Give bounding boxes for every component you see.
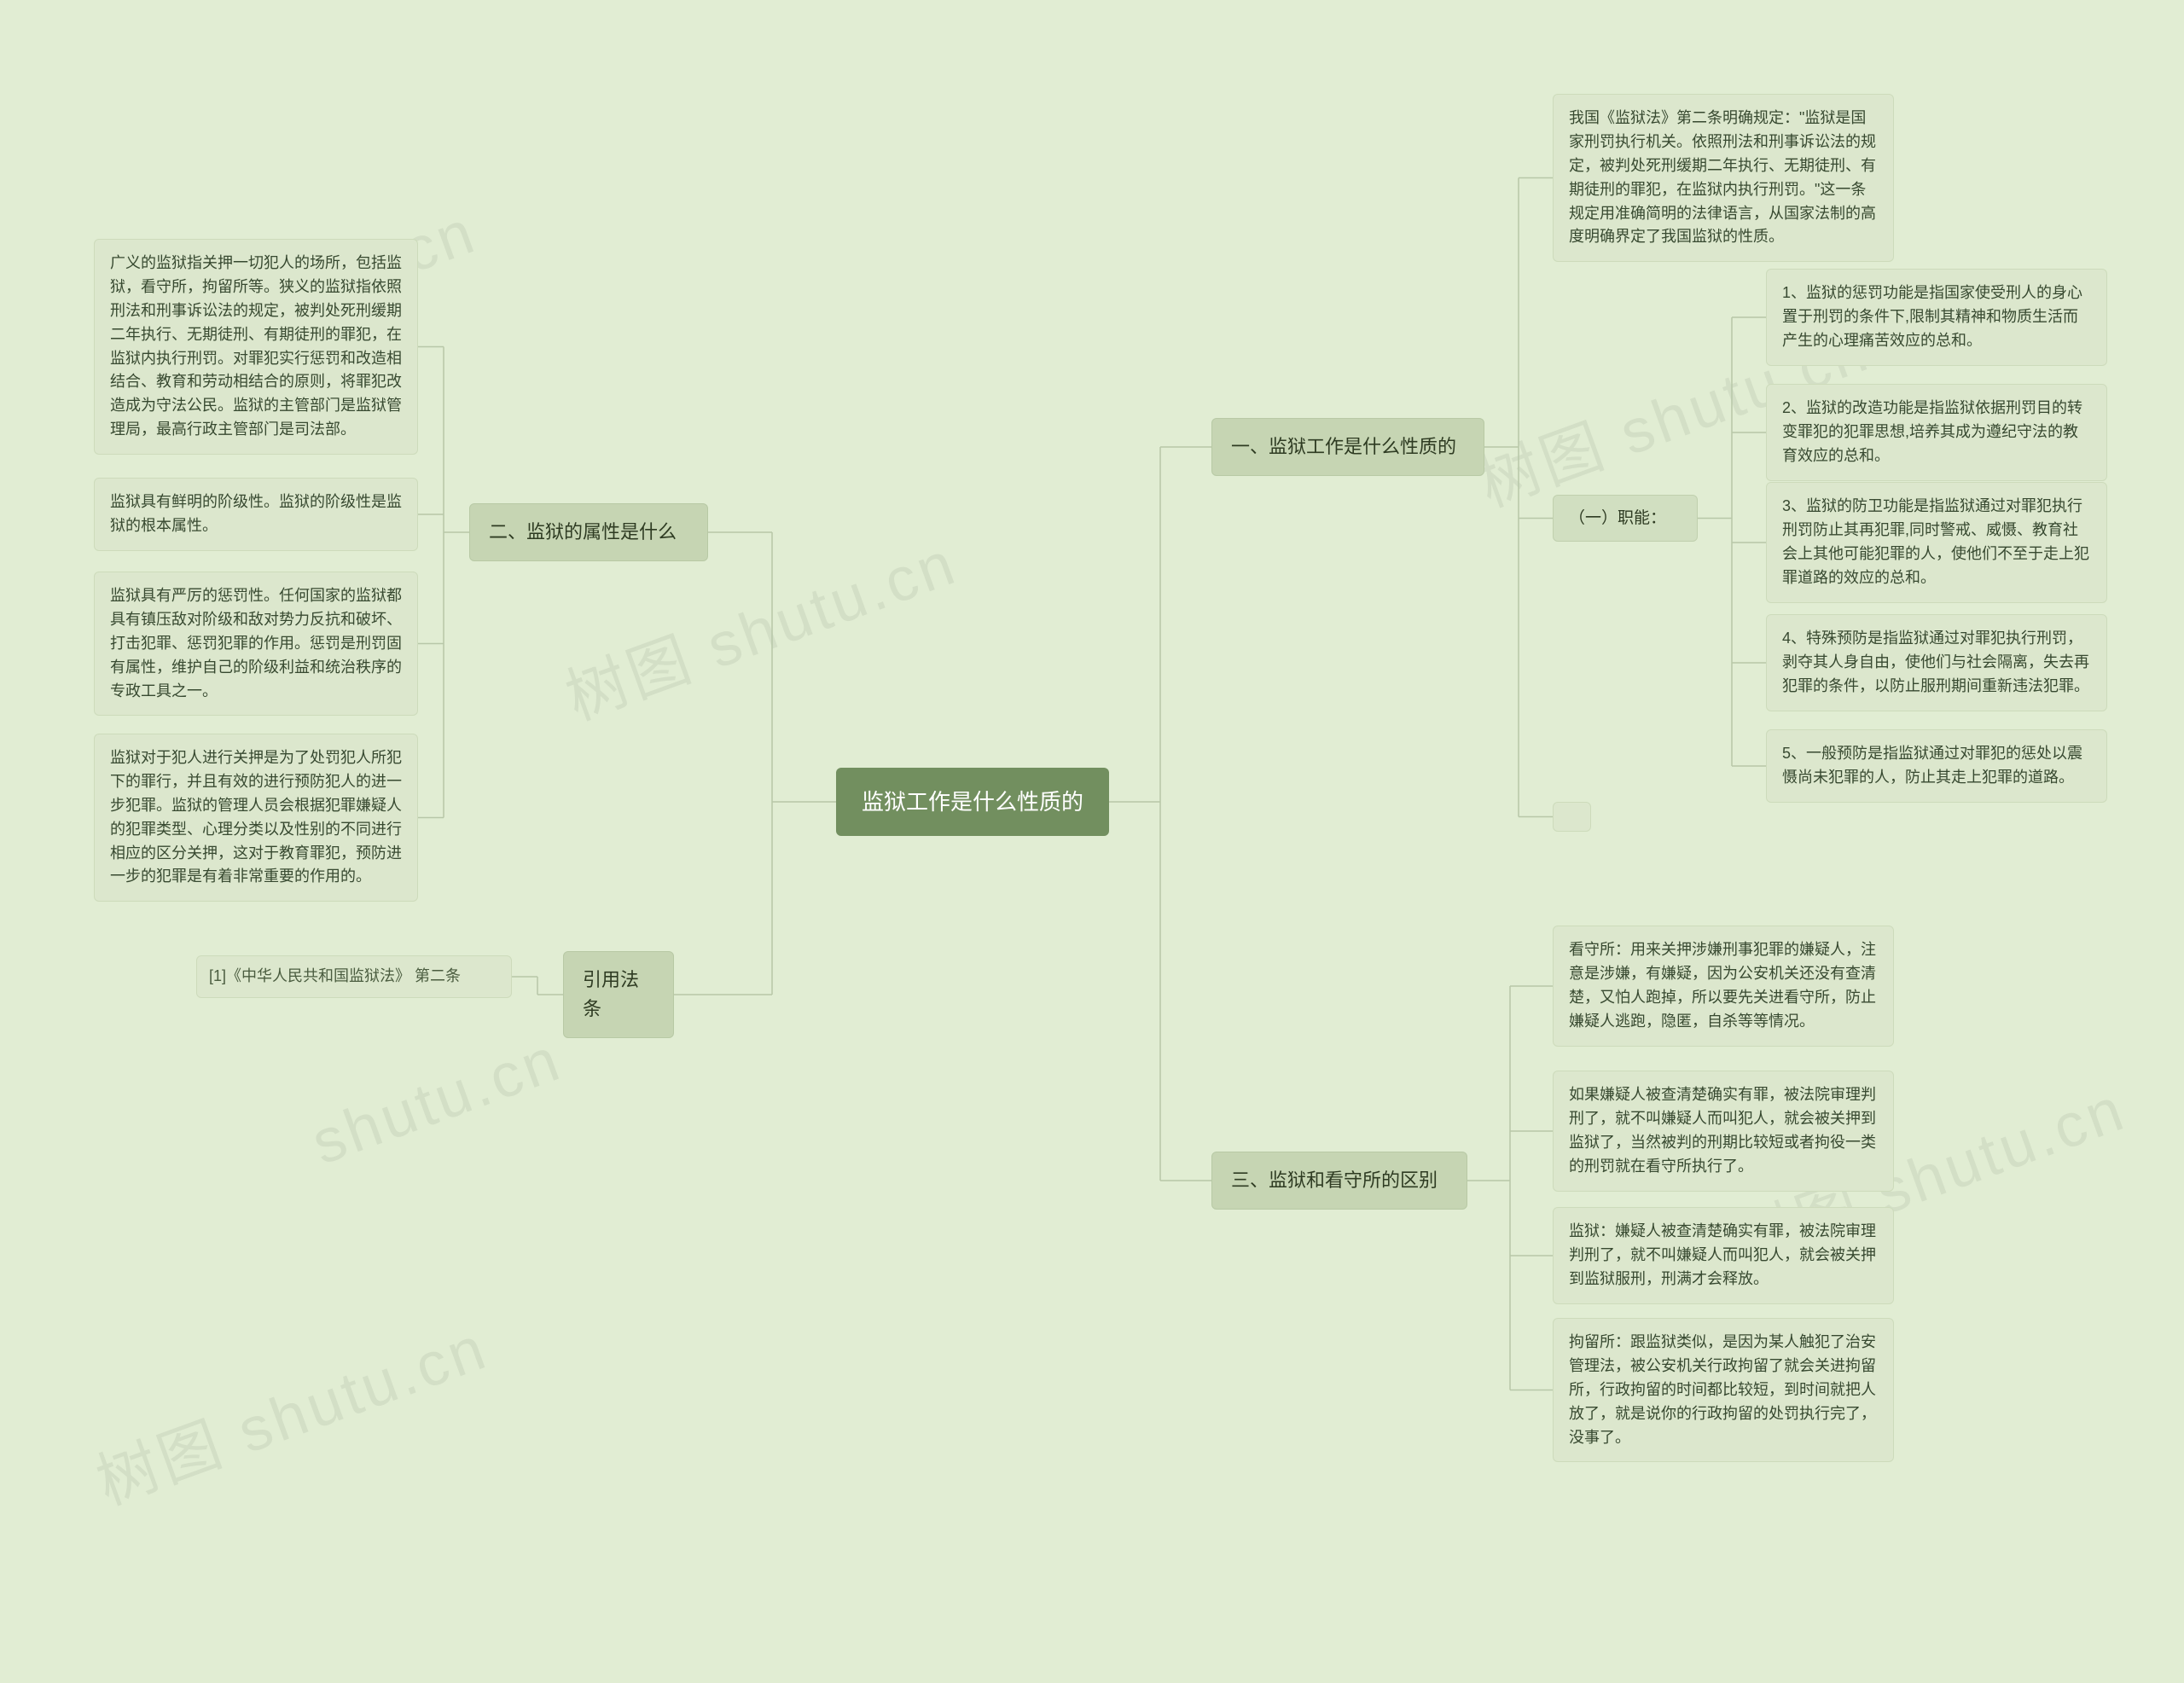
branch-citation: 引用法条 [563,951,674,1038]
watermark: 树图 shutu.cn [83,1297,498,1522]
section1-function-item: 1、监狱的惩罚功能是指国家使受刑人的身心置于刑罚的条件下,限制其精神和物质生活而… [1766,269,2107,366]
branch-section2: 二、监狱的属性是什么 [469,503,708,561]
section1-function-item: 4、特殊预防是指监狱通过对罪犯执行刑罚，剥夺其人身自由，使他们与社会隔离，失去再… [1766,614,2107,711]
citation-text: [1]《中华人民共和国监狱法》 第二条 [196,955,512,998]
section2-item: 广义的监狱指关押一切犯人的场所，包括监狱，看守所，拘留所等。狭义的监狱指依照刑法… [94,239,418,455]
section3-item: 看守所：用来关押涉嫌刑事犯罪的嫌疑人，注意是涉嫌，有嫌疑，因为公安机关还没有查清… [1553,926,1894,1047]
section1-functions-title: （一）职能： [1553,495,1698,542]
section1-function-item: 5、一般预防是指监狱通过对罪犯的惩处以震慑尚未犯罪的人，防止其走上犯罪的道路。 [1766,729,2107,803]
branch-section3: 三、监狱和看守所的区别 [1211,1152,1467,1210]
section2-item: 监狱具有严厉的惩罚性。任何国家的监狱都具有镇压敌对阶级和敌对势力反抗和破坏、打击… [94,572,418,716]
section1-function-item: 2、监狱的改造功能是指监狱依据刑罚目的转变罪犯的犯罪思想,培养其成为遵纪守法的教… [1766,384,2107,481]
branch-section1: 一、监狱工作是什么性质的 [1211,418,1484,476]
section1-blank-node [1553,802,1591,832]
section3-item: 拘留所：跟监狱类似，是因为某人触犯了治安管理法，被公安机关行政拘留了就会关进拘留… [1553,1318,1894,1462]
watermark: shutu.cn [303,1024,571,1178]
section1-intro: 我国《监狱法》第二条明确规定："监狱是国家刑罚执行机关。依照刑法和刑事诉讼法的规… [1553,94,1894,262]
section3-item: 如果嫌疑人被查清楚确实有罪，被法院审理判刑了，就不叫嫌疑人而叫犯人，就会被关押到… [1553,1071,1894,1192]
section2-item: 监狱具有鲜明的阶级性。监狱的阶级性是监狱的根本属性。 [94,478,418,551]
root-node: 监狱工作是什么性质的 [836,768,1109,836]
section3-item: 监狱：嫌疑人被查清楚确实有罪，被法院审理判刑了，就不叫嫌疑人而叫犯人，就会被关押… [1553,1207,1894,1304]
section2-item: 监狱对于犯人进行关押是为了处罚犯人所犯下的罪行，并且有效的进行预防犯人的进一步犯… [94,734,418,902]
section1-function-item: 3、监狱的防卫功能是指监狱通过对罪犯执行刑罚防止其再犯罪,同时警戒、威慑、教育社… [1766,482,2107,603]
